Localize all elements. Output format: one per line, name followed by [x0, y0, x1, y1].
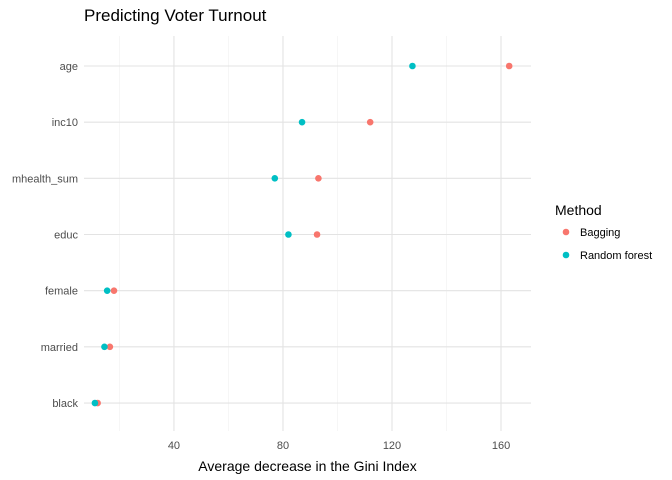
- legend-key: [562, 251, 570, 259]
- y-tick-label: mhealth_sum: [12, 173, 78, 185]
- data-point: [505, 62, 513, 70]
- y-tick-label: educ: [54, 230, 78, 242]
- x-tick-labels: 40 80 120 160: [168, 440, 510, 452]
- x-tick-label: 40: [168, 440, 180, 452]
- x-axis-title: Average decrease in the Gini Index: [198, 458, 416, 474]
- data-point: [313, 231, 321, 238]
- data-point: [110, 287, 118, 294]
- x-tick-label: 120: [383, 440, 401, 452]
- data-point: [91, 399, 99, 407]
- y-tick-label: inc10: [52, 117, 78, 129]
- data-point: [106, 343, 114, 351]
- chart-title: Predicting Voter Turnout: [84, 6, 267, 25]
- data-point: [409, 62, 416, 70]
- legend-key: [562, 228, 570, 236]
- legend: Method Bagging Random forest: [555, 202, 652, 262]
- legend-label: Bagging: [580, 227, 620, 239]
- x-tick-label: 160: [492, 440, 510, 452]
- y-tick-label: black: [52, 398, 78, 410]
- data-points: [91, 62, 513, 407]
- y-tick-label: age: [60, 61, 78, 73]
- x-tick-label: 80: [277, 440, 289, 452]
- data-point: [103, 287, 111, 294]
- data-point: [101, 343, 108, 351]
- legend-label: Random forest: [580, 250, 652, 262]
- data-point: [285, 231, 292, 238]
- data-point: [271, 175, 279, 182]
- y-tick-label: married: [41, 342, 78, 354]
- data-point: [315, 175, 322, 182]
- y-tick-label: female: [45, 286, 78, 298]
- data-point: [298, 118, 306, 126]
- data-point: [366, 118, 374, 126]
- legend-title: Method: [555, 202, 602, 218]
- grid: [84, 36, 531, 431]
